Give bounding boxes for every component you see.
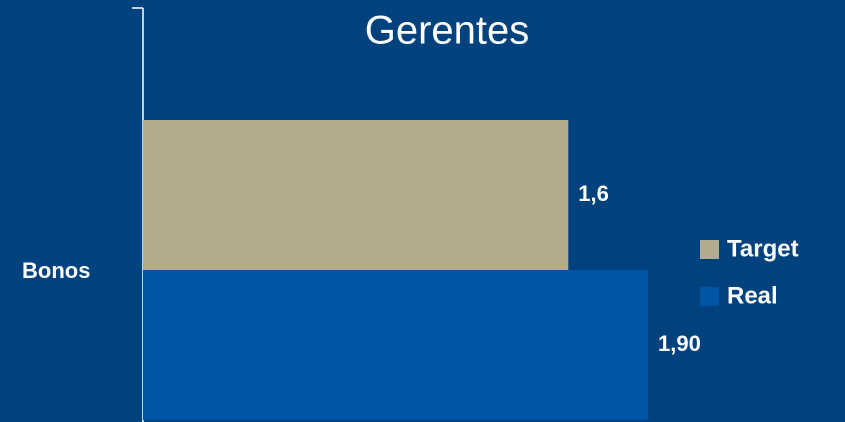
legend-label: Target (727, 235, 799, 262)
legend-label: Real (727, 282, 778, 309)
data-label: 1,6 (578, 181, 609, 206)
y-tick-label: Bonos (22, 258, 90, 283)
legend-swatch (700, 240, 719, 259)
bar (143, 270, 649, 420)
legend-swatch (700, 287, 719, 306)
bar (143, 120, 569, 270)
data-label: 1,90 (658, 331, 701, 356)
chart-title: Gerentes (365, 9, 530, 53)
